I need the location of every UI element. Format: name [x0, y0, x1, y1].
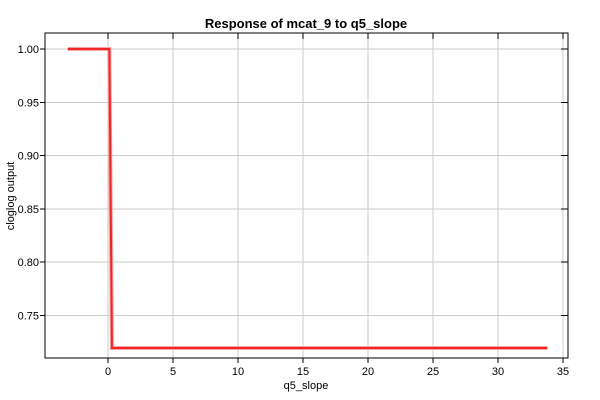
x-tick-label: 20: [362, 366, 374, 378]
y-axis-label: cloglog output: [5, 162, 17, 231]
grid: [45, 33, 568, 358]
y-tick-label: 0.85: [18, 204, 39, 216]
x-tick-label: 5: [170, 366, 176, 378]
x-tick-label: 35: [557, 366, 569, 378]
x-tick-label: 30: [492, 366, 504, 378]
axis-ticks: [40, 33, 568, 363]
response-line: [67, 47, 548, 349]
x-tick-label: 10: [232, 366, 244, 378]
y-tick-label: 0.75: [18, 310, 39, 322]
x-axis-label: q5_slope: [284, 380, 329, 392]
x-tick-label: 0: [105, 366, 111, 378]
plot-frame: [44, 32, 569, 359]
series-line: [67, 46, 548, 350]
y-tick-label: 0.95: [18, 97, 39, 109]
x-tick-label: 15: [297, 366, 309, 378]
y-tick-label: 0.90: [18, 151, 39, 163]
y-tick-label: 0.80: [18, 257, 39, 269]
x-tick-label: 25: [427, 366, 439, 378]
response-line-halo: [67, 46, 548, 350]
tick-labels: 0 5 10 15 20 25 30 35 0.75 0.80 0.85 0.90 0.95 1.00: [18, 44, 570, 378]
plot-border: [44, 32, 569, 359]
chart-title: Response of mcat_9 to q5_slope: [205, 16, 407, 31]
y-tick-label: 1.00: [18, 44, 39, 56]
